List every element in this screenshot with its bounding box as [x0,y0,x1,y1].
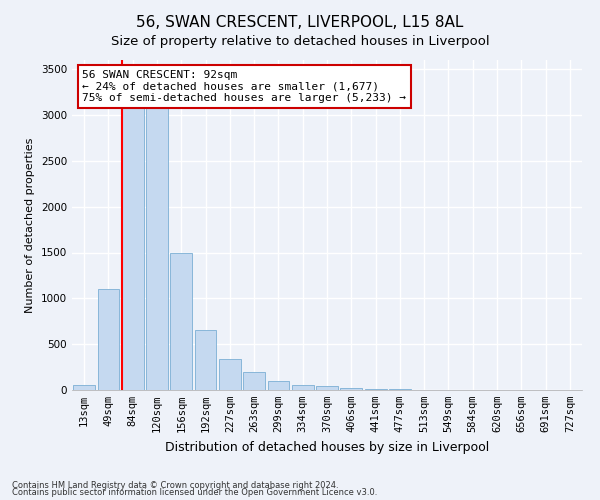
Bar [97,289,119,390]
Text: Contains HM Land Registry data © Crown copyright and database right 2024.: Contains HM Land Registry data © Crown c… [12,480,338,490]
X-axis label: Distribution of detached houses by size in Liverpool: Distribution of detached houses by size … [165,440,489,454]
Bar [219,359,241,390]
Bar [316,386,338,390]
Text: Contains public sector information licensed under the Open Government Licence v3: Contains public sector information licen… [12,488,377,497]
Bar [194,330,217,390]
Bar [340,388,362,390]
Bar [268,381,289,390]
Bar [73,385,95,390]
Bar [146,72,168,390]
Y-axis label: Number of detached properties: Number of detached properties [25,138,35,312]
Bar [122,71,143,390]
Bar [170,252,192,390]
Text: Size of property relative to detached houses in Liverpool: Size of property relative to detached ho… [110,35,490,48]
Bar [292,384,314,390]
Bar [365,388,386,390]
Bar [243,372,265,390]
Text: 56, SWAN CRESCENT, LIVERPOOL, L15 8AL: 56, SWAN CRESCENT, LIVERPOOL, L15 8AL [136,15,464,30]
Text: 56 SWAN CRESCENT: 92sqm
← 24% of detached houses are smaller (1,677)
75% of semi: 56 SWAN CRESCENT: 92sqm ← 24% of detache… [82,70,406,103]
